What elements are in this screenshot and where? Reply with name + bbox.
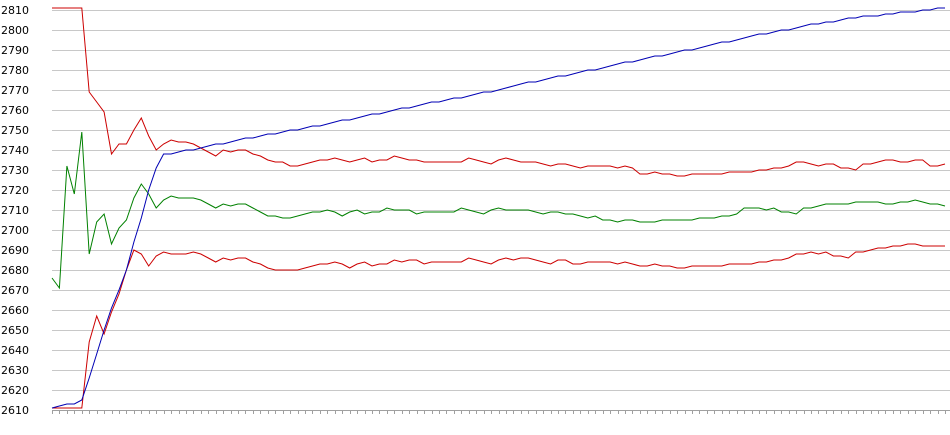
series-line-4 [51, 7, 945, 409]
series-lines [51, 7, 946, 409]
y-axis-tick-labels: 2610 2620 2630 2640 2650 2660 2670 2680 2690 2700… [1, 4, 29, 417]
y-tick-label: 2630 [1, 364, 29, 377]
y-tick-label: 2650 [1, 324, 29, 337]
y-tick-label: 2790 [1, 44, 29, 57]
y-tick-label: 2740 [1, 144, 29, 157]
y-tick-label: 2710 [1, 204, 29, 217]
series-line-3 [52, 243, 945, 409]
y-tick-label: 2670 [1, 284, 29, 297]
y-tick-label: 2700 [1, 224, 29, 237]
y-tick-label: 2680 [1, 264, 29, 277]
y-tick-label: 2640 [1, 344, 29, 357]
gridlines [52, 10, 950, 411]
y-tick-label: 2810 [1, 4, 29, 17]
y-tick-label: 2720 [1, 184, 29, 197]
y-tick-label: 2620 [1, 384, 29, 397]
y-tick-label: 2750 [1, 124, 29, 137]
y-tick-label: 2800 [1, 24, 29, 37]
y-tick-label: 2730 [1, 164, 29, 177]
y-tick-label: 2770 [1, 84, 29, 97]
series-line-2 [51, 131, 946, 290]
y-tick-label: 2610 [1, 404, 29, 417]
y-tick-label: 2660 [1, 304, 29, 317]
y-tick-label: 2690 [1, 244, 29, 257]
y-tick-label: 2780 [1, 64, 29, 77]
y-tick-label: 2760 [1, 104, 29, 117]
